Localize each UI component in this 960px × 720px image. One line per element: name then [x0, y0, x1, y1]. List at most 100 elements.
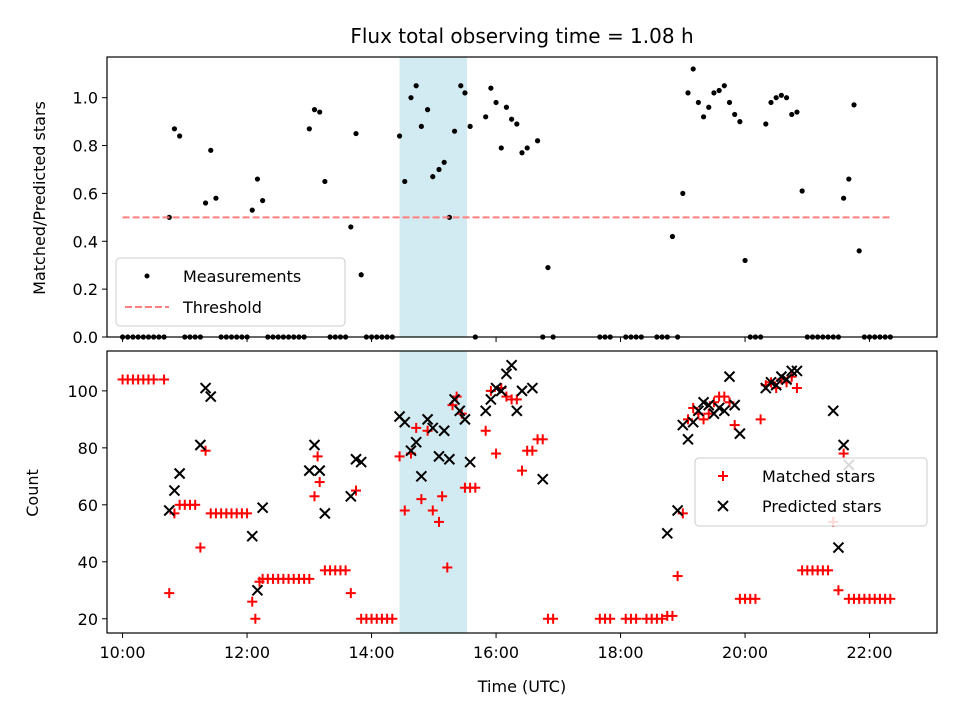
predicted-point — [313, 464, 326, 477]
x-tick-label: 14:00 — [349, 643, 395, 662]
y-tick-label: 80 — [78, 439, 98, 458]
predicted-point-b — [827, 405, 839, 417]
data-point — [773, 95, 779, 101]
data-point — [700, 114, 707, 120]
predicted-point-b — [415, 470, 428, 483]
data-point — [545, 264, 551, 271]
matched-point — [838, 448, 849, 459]
predicted-point-b — [661, 527, 673, 540]
data-point — [418, 123, 424, 130]
matched-point — [351, 485, 361, 496]
legend-measurements-marker — [144, 273, 150, 279]
data-point — [467, 123, 473, 130]
predicted-point-b — [692, 405, 705, 417]
predicted-point-b — [345, 490, 357, 502]
data-point — [177, 133, 183, 139]
x-tick-label: 12:00 — [224, 643, 270, 662]
predicted-point-b — [495, 385, 507, 397]
matched-point — [511, 394, 522, 405]
predicted-point-b — [791, 365, 803, 377]
predicted-point-b — [173, 467, 186, 480]
data-point — [488, 85, 494, 91]
predicted-point-b — [703, 399, 715, 411]
matched-point — [437, 491, 448, 502]
data-point — [794, 109, 800, 115]
axes-frame — [106, 56, 938, 338]
predicted-point-b — [427, 422, 439, 434]
matched-point — [491, 448, 502, 459]
data-point — [408, 95, 414, 101]
predicted-point — [433, 450, 445, 463]
matched-point — [501, 391, 512, 402]
top-legend-box — [115, 257, 346, 327]
matched-point — [657, 613, 668, 624]
predicted-point — [770, 379, 782, 391]
x-tick-label: 20:00 — [722, 643, 768, 662]
matched-point — [755, 414, 766, 425]
bottom-legend-box — [694, 457, 928, 527]
data-point — [254, 176, 261, 182]
predicted-point — [256, 501, 269, 514]
data-point — [524, 145, 530, 151]
data-point — [424, 107, 431, 113]
data-point — [851, 102, 857, 108]
data-point — [451, 128, 458, 134]
predicted-point — [410, 436, 422, 448]
predicted-point-b — [199, 382, 212, 394]
matched-point — [750, 593, 761, 604]
data-point — [721, 83, 727, 89]
bottom-legend: Matched stars Predicted stars — [694, 457, 928, 527]
data-point — [493, 99, 499, 106]
predicted-point — [194, 439, 207, 451]
matched-point — [159, 374, 170, 385]
matched-point — [314, 477, 325, 488]
predicted-point-b — [713, 402, 725, 414]
predicted-point — [786, 365, 798, 377]
data-point — [348, 224, 354, 230]
predicted-point-b — [765, 376, 777, 389]
chart-title: Flux total observing time = 1.08 h — [350, 24, 693, 48]
matched-point — [703, 408, 714, 419]
predicted-point — [677, 419, 689, 431]
data-point — [503, 104, 510, 110]
legend-matched-marker — [718, 471, 728, 481]
data-point — [690, 66, 696, 72]
matched-point — [548, 613, 559, 624]
predicted-point-b — [433, 450, 445, 463]
y-tick-label: 60 — [78, 496, 98, 515]
matched-point — [729, 420, 740, 431]
predicted-point-b — [393, 410, 406, 423]
top-ylabel: Matched/Predicted stars — [30, 101, 49, 295]
predicted-point-b — [454, 405, 466, 417]
predicted-point-b — [526, 382, 539, 394]
bottom-xlabel: Time (UTC) — [477, 677, 566, 696]
y-tick-label: 0.2 — [73, 280, 98, 299]
predicted-point — [415, 470, 428, 483]
matched-point — [309, 491, 320, 502]
data-point — [498, 145, 504, 151]
data-point — [260, 197, 266, 204]
data-point — [742, 257, 748, 264]
data-point — [669, 233, 676, 240]
predicted-point-b — [448, 393, 461, 406]
predicted-point — [173, 467, 186, 480]
predicted-point-b — [438, 425, 450, 437]
matched-point — [605, 613, 616, 624]
x-tick-label: 16:00 — [473, 643, 519, 662]
legend-measurements-label: Measurements — [183, 267, 301, 286]
predicted-point — [199, 382, 212, 394]
predicted-point — [516, 385, 528, 397]
predicted-point — [438, 425, 450, 437]
matched-point — [387, 613, 398, 624]
matched-point — [672, 571, 683, 582]
predicted-point — [780, 373, 793, 386]
predicted-point-b — [443, 453, 456, 465]
predicted-point — [405, 444, 417, 457]
predicted-point — [537, 473, 549, 485]
predicted-point-b — [405, 444, 417, 457]
matched-point — [631, 613, 642, 624]
data-point — [436, 166, 442, 173]
predicted-point-b — [246, 530, 258, 542]
predicted-point — [495, 385, 507, 397]
